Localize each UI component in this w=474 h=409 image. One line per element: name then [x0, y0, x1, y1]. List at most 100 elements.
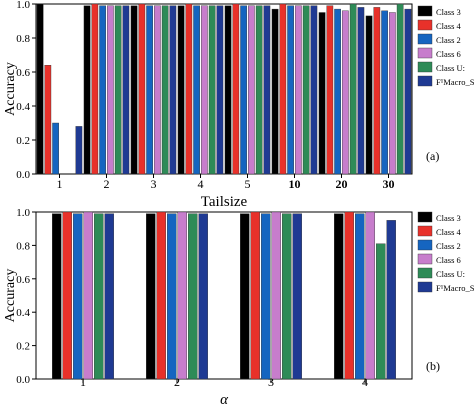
- bar-class-3-1: [36, 3, 44, 175]
- bar-class-2-2: [167, 213, 177, 380]
- y-tick-label: 0.0: [16, 374, 30, 386]
- legend-swatch: [417, 5, 433, 17]
- bar-class-3-3: [240, 213, 250, 380]
- legend-swatch: [417, 281, 433, 293]
- plot-frame: [35, 3, 413, 175]
- bar-class-2-4: [355, 213, 365, 380]
- bar-class-6-2: [177, 211, 187, 380]
- x-axis-label: α: [220, 392, 229, 408]
- x-tick-label: 4: [362, 375, 368, 389]
- legend-label: Class 3: [436, 7, 461, 17]
- x-tick-label: 30: [383, 177, 395, 191]
- bar-class-u--20: [349, 3, 357, 175]
- bar-class-2-3: [261, 213, 271, 380]
- plot-frame: [35, 211, 413, 380]
- legend-swatch: [417, 239, 433, 251]
- bar-class-u--4: [208, 5, 216, 175]
- x-tick-label: 2: [104, 177, 110, 191]
- legend-swatch: [417, 61, 433, 73]
- bar-class-6-4: [365, 211, 375, 380]
- y-tick-label: 0.8: [16, 240, 30, 252]
- bar-class-4-1: [62, 211, 72, 380]
- x-tick-label: 5: [245, 177, 251, 191]
- bar-class-u--1: [94, 213, 104, 380]
- bar-f-macro-score-5: [263, 5, 271, 175]
- y-tick-label: 1.0: [16, 0, 30, 11]
- y-tick-label: 0.6: [16, 274, 30, 286]
- bar-class-4-5: [232, 3, 240, 175]
- bar-class-3-30: [365, 15, 373, 175]
- bar-f-macro-score-10: [310, 5, 318, 175]
- bar-f-macro-score-2: [122, 5, 130, 175]
- bar-f-macro-score-30: [404, 8, 412, 175]
- x-axis-label: Tailsize: [201, 194, 248, 210]
- legend-label: Class U:: [436, 63, 465, 73]
- bar-class-2-2: [99, 5, 106, 175]
- bar-class-6-1: [83, 211, 93, 380]
- bar-class-3-5: [224, 5, 232, 175]
- bar-f-macro-score-2: [198, 213, 208, 380]
- bar-f-macro-score-4: [386, 220, 396, 380]
- legend-swatch: [417, 33, 433, 45]
- bar-class-3-3: [130, 5, 138, 175]
- bar-class-6-5: [248, 5, 255, 175]
- bar-class-4-4: [344, 211, 354, 380]
- bar-class-6-3: [271, 211, 281, 380]
- x-tick-label: 10: [289, 177, 301, 191]
- legend-label: Class 4: [436, 227, 462, 237]
- bar-class-4-3: [250, 211, 260, 380]
- bar-class-3-10: [271, 8, 279, 175]
- bar-class-4-3: [138, 3, 146, 175]
- legend-label: Class 2: [436, 35, 461, 45]
- y-axis-label: Accuracy: [3, 62, 18, 116]
- bar-class-2-1: [52, 122, 59, 175]
- bar-class-3-4: [177, 5, 185, 175]
- bar-class-4-20: [326, 5, 334, 175]
- y-tick-label: 0.4: [16, 307, 30, 319]
- bar-f-macro-score-4: [216, 5, 224, 175]
- bar-class-6-4: [201, 5, 208, 175]
- bar-class-3-1: [52, 213, 62, 380]
- y-tick-label: 0.0: [16, 169, 30, 181]
- y-tick-label: 1.0: [16, 207, 30, 219]
- bar-class-4-30: [373, 7, 381, 175]
- bar-class-u--2: [114, 5, 122, 175]
- panel-label: (a): [426, 149, 439, 163]
- bar-f-macro-score-3: [169, 5, 177, 175]
- bar-class-6-2: [107, 5, 114, 175]
- chart-panel-b: 0.0 0.2 0.4 0.6 0.8 1.0 Accuracy 1 2 3 4 α Class 3 Cl…: [3, 207, 474, 408]
- x-tick-label: 20: [336, 177, 348, 191]
- y-tick-label: 0.2: [16, 341, 30, 353]
- bar-class-2-1: [73, 213, 83, 380]
- bar-class-3-4: [334, 213, 344, 380]
- bar-class-2-4: [193, 5, 200, 175]
- legend-label: Class 6: [436, 49, 461, 59]
- legend-label: Class U:: [436, 269, 465, 279]
- bar-class-u--10: [302, 5, 310, 175]
- x-tick-label: 1: [80, 375, 86, 389]
- legend-label: F¹Macro_Score: [436, 77, 474, 87]
- bar-class-4-1: [44, 64, 52, 175]
- bar-class-6-10: [295, 5, 302, 175]
- bar-class-2-5: [240, 5, 247, 175]
- x-tick-label: 2: [174, 375, 180, 389]
- bar-class-3-2: [83, 5, 91, 175]
- bar-class-u--4: [376, 243, 386, 380]
- bar-class-u--3: [282, 213, 292, 380]
- bar-class-2-30: [381, 10, 388, 175]
- bar-class-u--3: [161, 5, 169, 175]
- y-tick-label: 0.6: [16, 67, 30, 79]
- legend-swatch: [417, 253, 433, 265]
- bar-class-u--5: [255, 5, 263, 175]
- panel-label: (b): [426, 359, 440, 373]
- bar-class-2-10: [287, 5, 294, 175]
- legend-label: Class 4: [436, 21, 462, 31]
- x-tick-label: 3: [268, 375, 274, 389]
- y-tick-label: 0.2: [16, 135, 30, 147]
- legend-swatch: [417, 267, 433, 279]
- legend-swatch: [417, 211, 433, 223]
- x-tick-label: 3: [151, 177, 157, 191]
- legend-swatch: [417, 19, 433, 31]
- legend-label: Class 2: [436, 241, 461, 251]
